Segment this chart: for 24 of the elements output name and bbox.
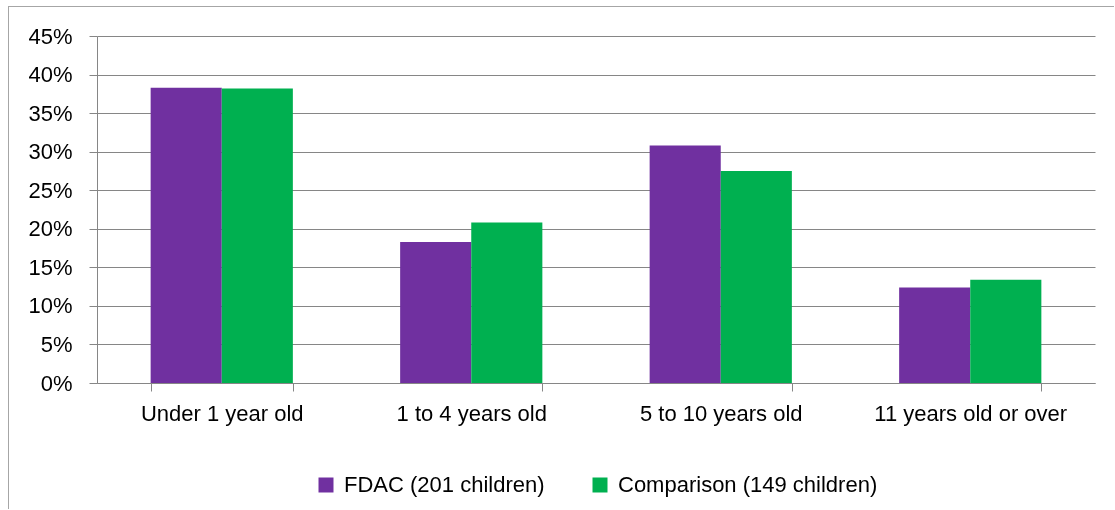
y-tick-label: 0% bbox=[40, 370, 73, 396]
x-tick-label: Under 1 year old bbox=[140, 400, 304, 426]
legend-label: Comparison (149 children) bbox=[618, 472, 878, 497]
y-tick-label: 30% bbox=[28, 139, 73, 165]
bar bbox=[221, 88, 293, 383]
bar bbox=[970, 279, 1042, 383]
y-tick-label: 40% bbox=[28, 62, 73, 88]
y-tick-label: 10% bbox=[28, 293, 73, 319]
bar bbox=[649, 145, 721, 383]
bar bbox=[720, 170, 792, 383]
y-tick-label: 35% bbox=[28, 100, 73, 126]
y-tick-label: 25% bbox=[28, 177, 73, 203]
bar bbox=[400, 241, 472, 383]
y-tick-label: 45% bbox=[28, 23, 73, 49]
y-tick-label: 20% bbox=[28, 216, 73, 242]
x-tick-label: 11 years old or over bbox=[874, 400, 1068, 426]
legend-label: FDAC (201 children) bbox=[344, 472, 545, 497]
bar bbox=[471, 222, 543, 383]
x-tick-label: 5 to 10 years old bbox=[639, 400, 803, 426]
x-tick-label: 1 to 4 years old bbox=[396, 400, 547, 426]
bar bbox=[150, 87, 222, 383]
bar bbox=[899, 287, 971, 383]
y-tick-label: 15% bbox=[28, 254, 73, 280]
y-tick-label: 5% bbox=[40, 331, 73, 357]
